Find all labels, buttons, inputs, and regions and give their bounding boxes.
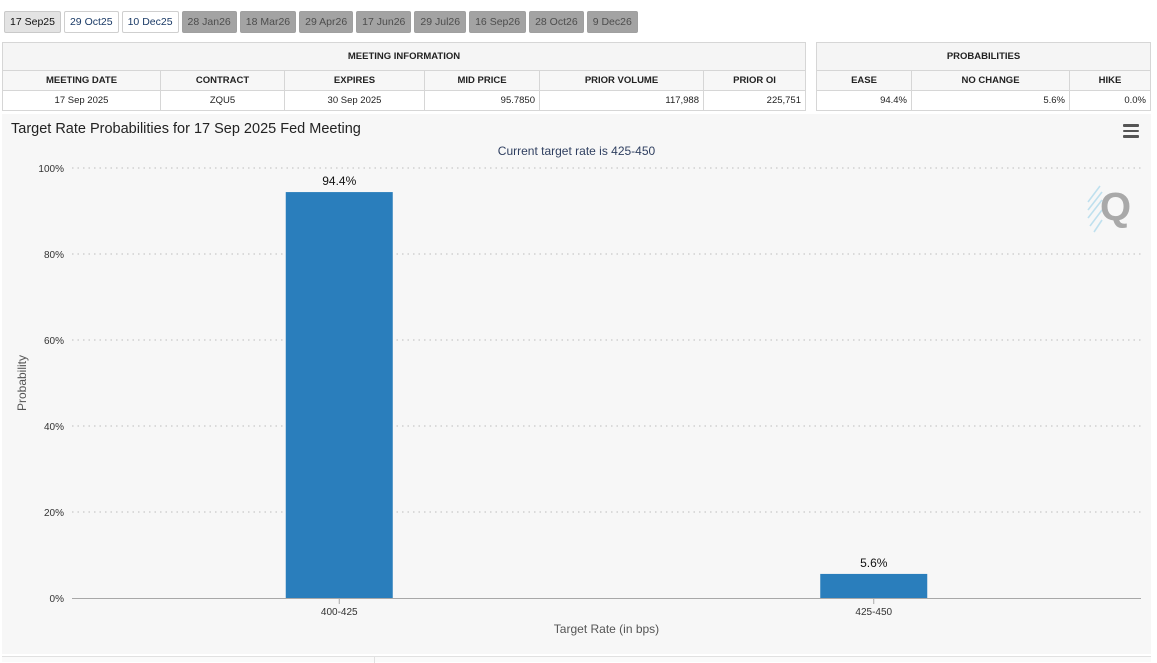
meeting-date-cell: 17 Sep 2025 xyxy=(2,90,161,111)
prior-oi-column-header: PRIOR OI xyxy=(703,70,806,91)
probability-chart-panel: 0% 20% 40% 60% 80% 100% 94.4% 400-425 5.6% 425-45… xyxy=(2,114,1151,654)
y-tick-label: 100% xyxy=(38,164,64,175)
x-tick-label: 425-450 xyxy=(855,607,892,618)
chart-subtitle: Current target rate is 425-450 xyxy=(497,144,656,158)
tab-meeting-9[interactable]: 28 Oct26 xyxy=(529,11,584,33)
x-axis-title: Target Rate (in bps) xyxy=(554,622,659,636)
chart-title: Target Rate Probabilities for 17 Sep 202… xyxy=(11,121,361,137)
data-label: 94.4% xyxy=(322,174,356,188)
hike-cell: 0.0% xyxy=(1069,90,1151,111)
mid-price-cell: 95.7850 xyxy=(424,90,540,111)
y-tick-label: 80% xyxy=(44,250,64,261)
meeting-date-column-header: MEETING DATE xyxy=(2,70,161,91)
tab-meeting-8[interactable]: 16 Sep26 xyxy=(469,11,527,33)
hamburger-menu-icon[interactable] xyxy=(1123,124,1139,138)
probability-bar-chart: 0% 20% 40% 60% 80% 100% 94.4% 400-425 5.6% 425-45… xyxy=(15,164,1141,636)
probabilities-header: PROBABILITIES xyxy=(816,42,1151,71)
ease-column-header: EASE xyxy=(816,70,912,91)
y-tick-label: 40% xyxy=(44,422,64,433)
prior-volume-column-header: PRIOR VOLUME xyxy=(539,70,704,91)
probabilities-table: PROBABILITIES EASE NO CHANGE HIKE 94.4% … xyxy=(816,42,1151,111)
tab-meeting-6[interactable]: 17 Jun26 xyxy=(356,11,412,33)
tab-meeting-5[interactable]: 29 Apr26 xyxy=(299,11,354,33)
tab-meeting-0[interactable]: 17 Sep25 xyxy=(4,11,61,33)
expires-column-header: EXPIRES xyxy=(284,70,425,91)
table-row: 17 Sep 2025 ZQU5 30 Sep 2025 95.7850 117… xyxy=(2,90,806,111)
contract-cell: ZQU5 xyxy=(160,90,285,111)
tab-meeting-2[interactable]: 10 Dec25 xyxy=(121,11,179,33)
table-row: 94.4% 5.6% 0.0% xyxy=(816,90,1151,111)
meeting-information-header: MEETING INFORMATION xyxy=(2,42,806,71)
ease-cell: 94.4% xyxy=(816,90,912,111)
prior-volume-cell: 117,988 xyxy=(539,90,704,111)
contract-column-header: CONTRACT xyxy=(160,70,285,91)
tab-meeting-4[interactable]: 18 Mar26 xyxy=(239,11,297,33)
svg-text:Q: Q xyxy=(1100,185,1131,229)
hike-column-header: HIKE xyxy=(1069,70,1151,91)
tab-meeting-1[interactable]: 29 Oct25 xyxy=(63,11,119,33)
prior-oi-cell: 225,751 xyxy=(703,90,806,111)
y-axis-title: Probability xyxy=(15,355,29,411)
y-tick-label: 0% xyxy=(50,594,65,605)
meeting-information-table: MEETING INFORMATION MEETING DATE CONTRAC… xyxy=(2,42,806,111)
bottom-divider xyxy=(2,656,1151,663)
y-tick-label: 60% xyxy=(44,336,64,347)
meeting-tabs: 17 Sep25 29 Oct25 10 Dec25 28 Jan26 18 Mar26… xyxy=(4,11,638,33)
mid-price-column-header: MID PRICE xyxy=(424,70,540,91)
x-tick-label: 400-425 xyxy=(321,607,358,618)
no-change-cell: 5.6% xyxy=(911,90,1070,111)
tab-meeting-7[interactable]: 29 Jul26 xyxy=(414,11,467,33)
y-tick-label: 20% xyxy=(44,508,64,519)
expires-cell: 30 Sep 2025 xyxy=(284,90,425,111)
no-change-column-header: NO CHANGE xyxy=(911,70,1070,91)
bar xyxy=(820,573,928,598)
q-logo-icon: Q xyxy=(1087,185,1131,233)
data-label: 5.6% xyxy=(860,556,888,570)
tab-meeting-10[interactable]: 9 Dec26 xyxy=(586,11,638,33)
tab-meeting-3[interactable]: 28 Jan26 xyxy=(181,11,237,33)
bar xyxy=(285,192,393,598)
